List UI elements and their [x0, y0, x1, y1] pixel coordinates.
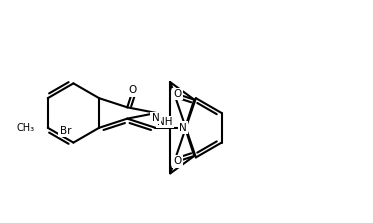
- Text: O: O: [173, 89, 181, 99]
- Text: Br: Br: [60, 126, 71, 136]
- Text: N: N: [151, 113, 159, 123]
- Text: N: N: [179, 123, 187, 133]
- Text: O: O: [173, 157, 181, 166]
- Text: O: O: [129, 85, 137, 95]
- Text: NH: NH: [157, 117, 173, 127]
- Text: CH₃: CH₃: [17, 123, 35, 133]
